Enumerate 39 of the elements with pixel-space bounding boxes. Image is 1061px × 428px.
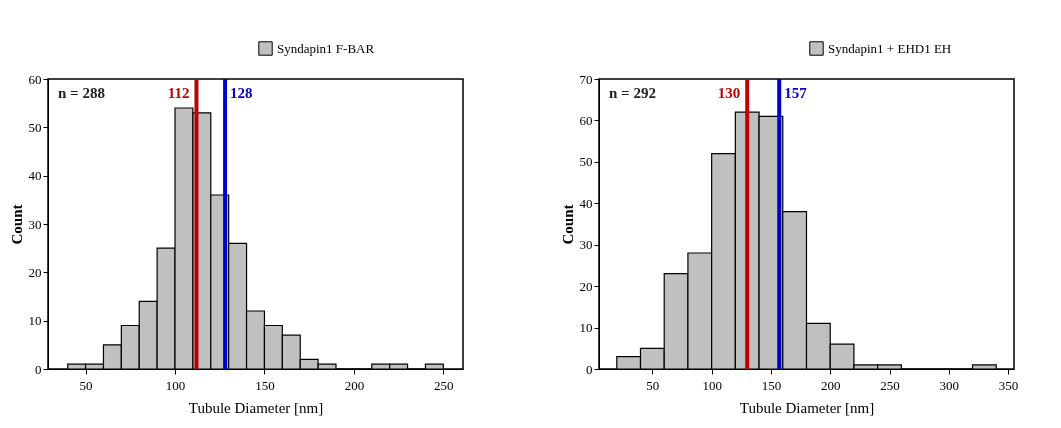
y-axis-title: Count	[559, 204, 576, 245]
y-tick-label: 50	[579, 154, 593, 170]
legend-label: Syndapin1 + EHD1 EH	[828, 40, 952, 56]
x-tick-label: 50	[646, 377, 660, 393]
x-tick-label: 250	[434, 377, 454, 393]
y-tick-label: 20	[28, 264, 42, 280]
annotation: n = 292	[609, 85, 656, 101]
y-tick-label: 20	[579, 278, 593, 294]
y-tick-label: 70	[579, 71, 593, 87]
x-tick-label: 200	[344, 377, 365, 393]
x-tick-label: 350	[998, 377, 1019, 393]
y-tick-label: 10	[28, 313, 42, 329]
x-tick-label: 150	[761, 377, 782, 393]
ref-line-label: 112	[167, 85, 190, 101]
annotation: n = 288	[58, 85, 105, 101]
x-axis-title: Tubule Diameter [nm]	[188, 399, 324, 416]
y-tick-label: 60	[579, 112, 593, 128]
x-tick-label: 150	[255, 377, 275, 393]
legend-label: Syndapin1 F-BAR	[277, 40, 375, 56]
y-tick-label: 0	[35, 361, 42, 377]
y-tick-label: 30	[28, 216, 42, 232]
x-tick-label: 250	[880, 377, 900, 393]
x-tick-label: 100	[165, 377, 186, 393]
ref-line-label: 157	[784, 85, 808, 101]
y-axis-title: Count	[8, 204, 25, 245]
x-axis-title: Tubule Diameter [nm]	[739, 399, 875, 416]
ref-line-label: 130	[717, 85, 741, 101]
x-tick-label: 200	[820, 377, 841, 393]
y-tick-label: 40	[28, 168, 42, 184]
y-tick-label: 50	[28, 119, 42, 135]
y-tick-label: 60	[28, 71, 42, 87]
y-tick-label: 10	[579, 320, 593, 336]
x-tick-label: 300	[939, 377, 960, 393]
x-tick-label: 100	[702, 377, 722, 393]
y-tick-label: 40	[579, 195, 593, 211]
y-tick-label: 30	[579, 237, 593, 253]
x-tick-label: 50	[79, 377, 93, 393]
y-tick-label: 0	[586, 361, 593, 377]
ref-line-label: 128	[230, 85, 253, 101]
